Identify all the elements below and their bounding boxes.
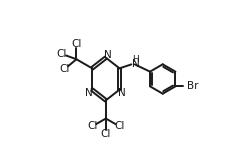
Text: Cl: Cl — [57, 49, 67, 59]
Text: N: N — [119, 88, 126, 97]
Text: Cl: Cl — [87, 121, 98, 131]
Text: H: H — [132, 55, 139, 64]
Text: N: N — [132, 59, 140, 69]
Text: Cl: Cl — [101, 129, 111, 139]
Text: Br: Br — [187, 81, 199, 91]
Text: Cl: Cl — [59, 64, 70, 74]
Text: Cl: Cl — [114, 121, 124, 131]
Text: N: N — [85, 88, 93, 97]
Text: Cl: Cl — [71, 39, 82, 49]
Text: N: N — [104, 50, 112, 60]
